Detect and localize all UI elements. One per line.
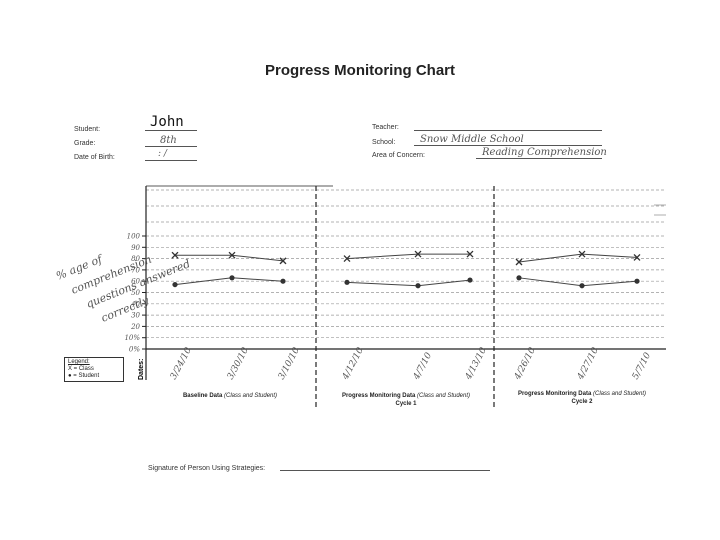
y-tick-label: 20 — [130, 323, 140, 331]
class-point — [279, 257, 287, 265]
y-tick-labels: 100 90 80 70 60 50 40 30 20 10% 0% — [124, 233, 146, 354]
class-point-stroke — [171, 251, 179, 259]
section-cycle2-label: Progress Monitoring Data — [517, 391, 593, 397]
x-date-label: 4/12/10 — [340, 346, 366, 382]
legend-class: X = Class — [68, 366, 94, 372]
teacher-line — [414, 120, 602, 131]
class-point — [633, 254, 641, 261]
class-point-stroke — [279, 257, 287, 265]
x-date-label: 4/13/10 — [463, 346, 489, 382]
section-cycle2: Progress Monitoring Data (Class and Stud… — [496, 390, 668, 406]
student-name: John — [150, 114, 184, 130]
student-point — [172, 281, 178, 288]
grade-label: Grade: — [74, 140, 96, 147]
class-point — [414, 250, 422, 258]
dob-value: : / — [158, 149, 167, 159]
class-point-stroke — [633, 254, 641, 261]
section-cycle1-sub: Cycle 1 — [395, 401, 417, 407]
section-dividers — [315, 186, 495, 410]
x-date-label: 4/27/10 — [575, 346, 601, 382]
student-label: Student: — [74, 126, 101, 133]
y-tick-label: 70 — [131, 266, 140, 274]
class-point — [228, 251, 236, 259]
section-baseline-label: Baseline Data — [182, 393, 224, 399]
class-point-stroke — [343, 255, 351, 263]
y-axis — [145, 185, 666, 380]
class-point-stroke — [515, 258, 523, 266]
class-point — [578, 250, 586, 258]
class-point — [171, 251, 179, 259]
concern-value: Reading Comprehension — [482, 147, 607, 158]
y-tick-label: 60 — [131, 278, 140, 286]
student-point — [634, 278, 640, 284]
class-point-stroke — [466, 250, 474, 258]
class-point — [466, 250, 474, 258]
student-point — [280, 278, 286, 284]
dates-label: Dates: — [138, 359, 145, 380]
dob-label: Date of Birth: — [74, 154, 115, 161]
legend-title: Legend: — [68, 359, 90, 365]
section-cycle2-sub: Cycle 2 — [571, 399, 593, 405]
student-line — [145, 120, 197, 131]
class-line — [518, 253, 638, 263]
y-tick-label: 40 — [130, 300, 140, 308]
class-line — [346, 253, 470, 260]
signature-line — [280, 470, 490, 471]
grade-line — [145, 136, 197, 147]
section-baseline-italic: (Class and Student) — [224, 393, 278, 399]
x-date-label: 3/24/10 — [169, 346, 194, 382]
y-tick-label: 80 — [131, 255, 140, 263]
y-tick-label: 30 — [131, 312, 140, 320]
y-tick-label: 0% — [129, 346, 140, 354]
class-point — [343, 255, 351, 263]
school-label: School: — [372, 139, 396, 146]
student-point — [579, 283, 585, 289]
x-date-label: 3/30/10 — [226, 346, 251, 382]
section-cycle1: Progress Monitoring Data (Class and Stud… — [322, 392, 490, 408]
student-point — [467, 277, 473, 283]
school-value: Snow Middle School — [420, 134, 524, 145]
page-title: Progress Monitoring Chart — [264, 62, 455, 79]
student-point — [415, 283, 421, 289]
grade-value: 8th — [160, 135, 177, 146]
legend: Legend: X = Class ● = Student — [64, 357, 124, 382]
y-tick-label: 100 — [127, 233, 141, 241]
grid-lines — [146, 189, 666, 350]
student-point — [344, 279, 350, 285]
x-date-label: 3/10/10 — [277, 346, 302, 382]
section-baseline: Baseline Data (Class and Student) — [150, 392, 310, 400]
x-date-label: 4/26/10 — [512, 346, 538, 382]
class-point — [515, 258, 523, 266]
series-class — [171, 250, 641, 266]
y-tick-label: 90 — [131, 244, 140, 252]
dob-line — [145, 150, 197, 161]
series-student — [172, 275, 640, 289]
y-tick-label: 10% — [124, 334, 140, 342]
legend-student: ● = Student — [68, 373, 100, 379]
class-point-stroke — [578, 250, 586, 258]
teacher-label: Teacher: — [372, 124, 399, 131]
section-cycle1-label: Progress Monitoring Data — [341, 393, 417, 399]
student-line — [518, 277, 638, 287]
concern-label: Area of Concern: — [372, 152, 425, 159]
class-point-stroke — [228, 251, 236, 259]
class-point-stroke — [414, 250, 422, 258]
section-cycle2-italic: (Class and Student) — [592, 391, 647, 397]
student-point — [229, 275, 235, 281]
section-cycle1-italic: (Class and Student) — [416, 393, 471, 399]
student-point — [516, 275, 522, 281]
x-date-labels: 3/24/10 3/30/10 3/10/10 4/12/10 4/7/10 4/13/1… — [169, 346, 654, 382]
y-tick-label: 50 — [131, 289, 140, 297]
concern-line — [476, 148, 602, 159]
x-date-label: 4/7/10 — [411, 351, 434, 382]
x-date-label: 5/7/10 — [631, 351, 654, 382]
signature-label: Signature of Person Using Strategies: — [148, 465, 266, 472]
school-line — [414, 135, 602, 146]
